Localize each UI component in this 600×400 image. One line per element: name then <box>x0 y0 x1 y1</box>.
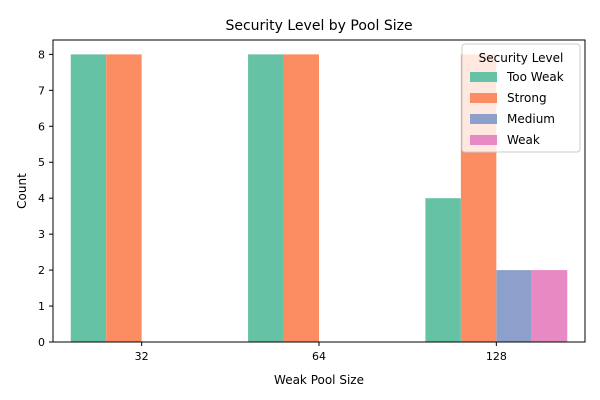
bar-strong-32 <box>106 54 142 342</box>
legend: Security Level Too Weak Strong Medium Weak <box>461 43 581 153</box>
bars-group <box>70 54 568 342</box>
legend-label: Too Weak <box>506 70 564 84</box>
x-tick-label: 32 <box>135 350 149 363</box>
legend-swatch-medium <box>470 114 497 124</box>
bar-too-weak-64 <box>248 54 284 342</box>
x-tick-label: 64 <box>312 350 326 363</box>
y-tick-label: 7 <box>38 84 45 97</box>
y-tick-label: 3 <box>38 228 45 241</box>
y-axis: 0 1 2 3 4 5 6 7 8 <box>38 48 53 349</box>
y-tick-label: 5 <box>38 156 45 169</box>
y-tick-label: 8 <box>38 48 45 61</box>
x-axis: 32 64 128 <box>135 342 507 363</box>
bar-too-weak-128 <box>425 198 461 342</box>
y-tick-label: 2 <box>38 264 45 277</box>
bar-medium-128 <box>496 270 532 342</box>
legend-box <box>461 43 581 153</box>
legend-label: Strong <box>507 91 547 105</box>
x-axis-label: Weak Pool Size <box>274 373 364 387</box>
legend-entries: Too Weak Strong Medium Weak <box>470 70 564 147</box>
legend-title: Security Level <box>479 51 564 65</box>
legend-swatch-too-weak <box>470 72 497 82</box>
legend-label: Weak <box>507 133 540 147</box>
chart-title: Security Level by Pool Size <box>225 18 412 34</box>
x-tick-label: 128 <box>486 350 507 363</box>
legend-swatch-strong <box>470 93 497 103</box>
bar-too-weak-32 <box>70 54 107 342</box>
legend-label: Medium <box>507 112 555 126</box>
y-tick-label: 6 <box>38 120 45 133</box>
y-tick-label: 0 <box>38 336 45 349</box>
bar-strong-64 <box>283 54 319 342</box>
y-axis-label: Count <box>15 173 29 209</box>
y-tick-label: 4 <box>38 192 45 205</box>
legend-swatch-weak <box>470 135 497 145</box>
bar-weak-128 <box>531 270 568 342</box>
y-tick-label: 1 <box>38 300 45 313</box>
